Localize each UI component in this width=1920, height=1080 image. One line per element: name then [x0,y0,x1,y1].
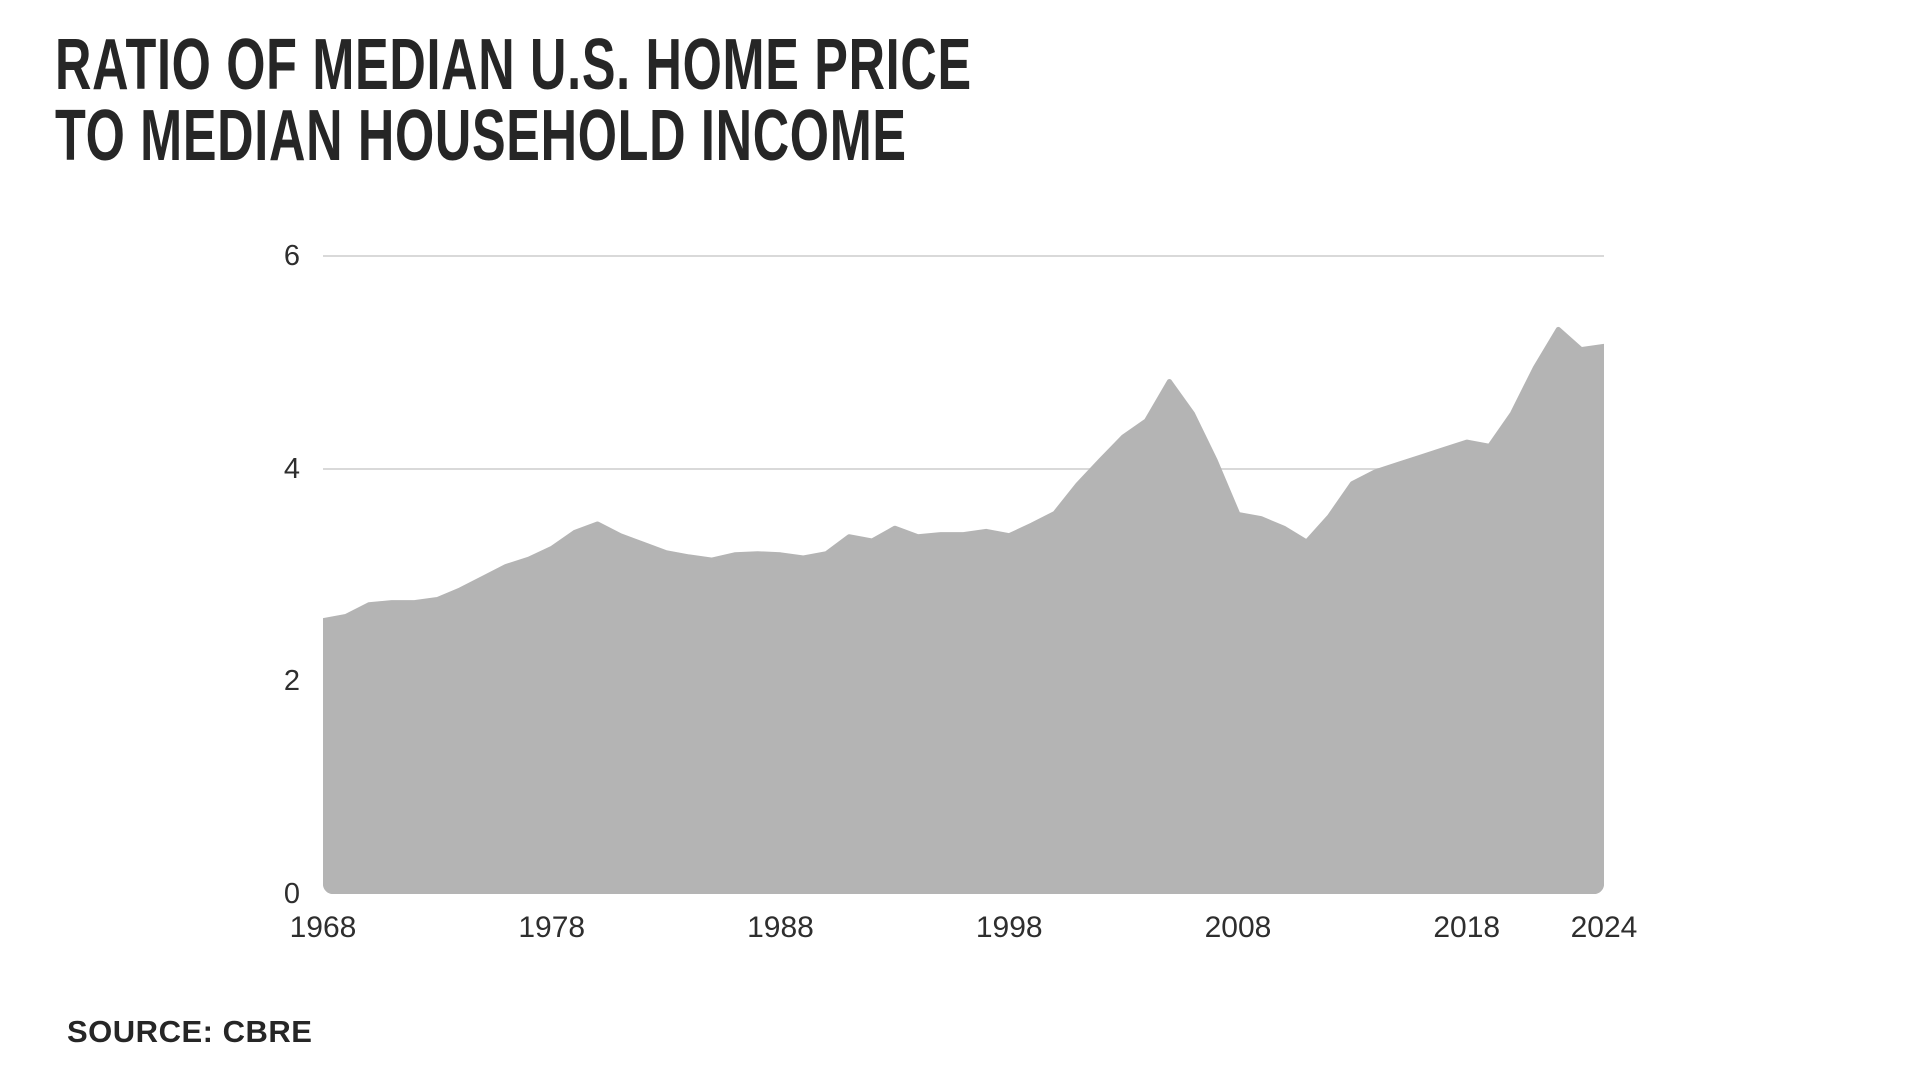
area-polygon [323,326,1604,894]
source-label: SOURCE: CBRE [67,1014,313,1049]
chart-title: RATIO OF MEDIAN U.S. HOME PRICE TO MEDIA… [55,25,1365,176]
plot-area [323,206,1604,894]
y-axis-label-6: 6 [283,240,300,272]
x-axis: 1968 1978 1988 1998 2008 2018 2024 [290,911,1638,951]
y-axis: 0 2 4 6 [225,206,300,910]
x-axis-label-2008: 2008 [1204,911,1272,944]
x-axis-label-1998: 1998 [975,911,1043,944]
area-series-clip [323,206,1604,894]
x-axis-label-2024: 2024 [1570,911,1638,944]
x-axis-label-1988: 1988 [747,911,814,944]
y-axis-label-0: 0 [283,878,300,910]
x-axis-label-1978: 1978 [518,911,586,944]
chart-title-line1: RATIO OF MEDIAN U.S. HOME PRICE [55,25,972,105]
y-axis-label-2: 2 [283,665,300,698]
y-axis-label-4: 4 [283,452,300,485]
x-axis-label-2018: 2018 [1433,911,1501,944]
x-axis-label-1968: 1968 [289,911,357,944]
chart-title-line2: TO MEDIAN HOUSEHOLD INCOME [55,96,907,176]
gridline-4 [323,467,1604,470]
gridline-6 [323,255,1604,257]
area-series [323,326,1604,894]
